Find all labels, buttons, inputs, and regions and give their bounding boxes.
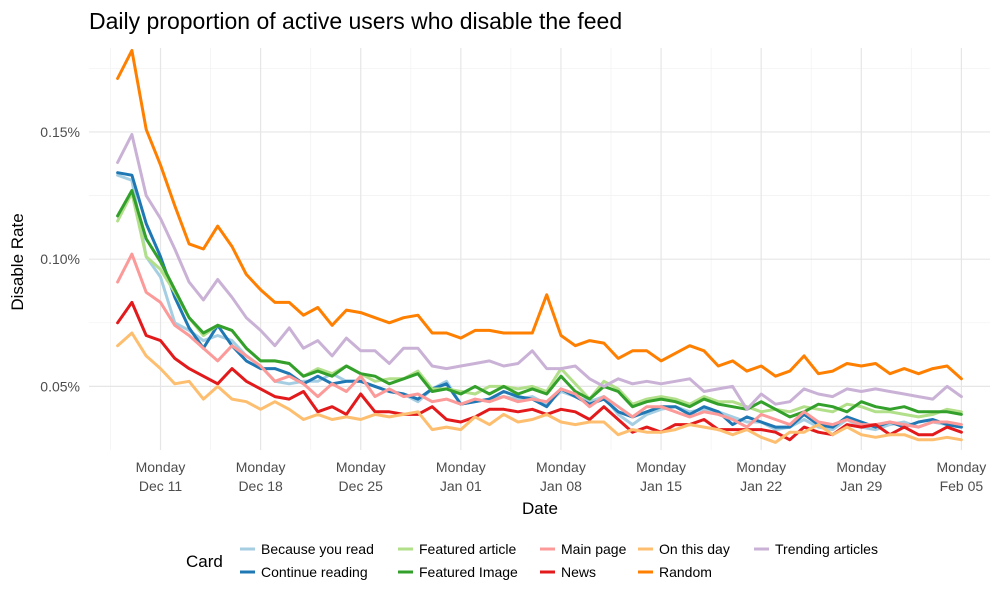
x-tick-date: Jan 22 [740, 478, 782, 494]
x-tick-label: Monday Jan 08 [536, 459, 586, 494]
x-tick-date: Dec 25 [339, 478, 384, 494]
x-tick-label: Monday Jan 29 [836, 459, 886, 494]
legend-item-continue-reading: Continue reading [240, 564, 368, 580]
legend-label: Trending articles [775, 541, 878, 557]
legend-label: Featured article [419, 541, 516, 557]
x-tick-date: Jan 29 [840, 478, 882, 494]
x-tick-date: Feb 05 [940, 478, 984, 494]
x-tick-weekday: Monday [536, 459, 586, 475]
legend-label: Continue reading [261, 564, 368, 580]
x-tick-weekday: Monday [936, 459, 986, 475]
x-tick-label: Monday Jan 15 [636, 459, 686, 494]
series-line-featured-article [116, 191, 963, 419]
x-tick-weekday: Monday [336, 459, 386, 475]
legend-item-random: Random [638, 564, 712, 580]
x-tick-label: Monday Dec 25 [336, 459, 386, 494]
chart-title: Daily proportion of active users who dis… [89, 8, 622, 34]
x-tick-date: Dec 11 [139, 478, 183, 494]
x-tick-weekday: Monday [236, 459, 286, 475]
series-line-featured-image [116, 189, 963, 419]
x-tick-weekday: Monday [736, 459, 786, 475]
legend-label: Main page [561, 541, 627, 557]
series-line-trending-articles [116, 133, 963, 411]
x-tick-date: Dec 18 [238, 478, 283, 494]
legend-item-news: News [540, 564, 596, 580]
x-tick-label: Monday Jan 01 [436, 459, 486, 494]
legend-label: On this day [659, 541, 730, 557]
y-tick-label: 0.15% [40, 124, 80, 140]
x-tick-label: Monday Feb 05 [936, 459, 986, 494]
x-tick-date: Jan 01 [440, 478, 482, 494]
x-tick-weekday: Monday [836, 459, 886, 475]
legend-title: Card [186, 552, 223, 571]
series-line-random [116, 49, 963, 381]
y-tick-label: 0.10% [40, 251, 80, 267]
x-tick-date: Jan 08 [540, 478, 582, 494]
legend-label: Featured Image [419, 564, 518, 580]
x-tick-date: Jan 15 [640, 478, 682, 494]
plot-lines [116, 49, 963, 444]
legend-item-trending-articles: Trending articles [754, 541, 878, 557]
legend-item-main-page: Main page [540, 541, 627, 557]
y-axis-ticks: 0.05% 0.10% 0.15% [40, 124, 80, 394]
series-line-main-page [116, 252, 963, 429]
legend-item-featured-article: Featured article [398, 541, 516, 557]
x-tick-label: Monday Dec 18 [236, 459, 286, 494]
y-axis-title: Disable Rate [8, 213, 27, 310]
x-axis-title: Date [522, 499, 558, 518]
grid [89, 48, 990, 450]
legend-item-on-this-day: On this day [638, 541, 730, 557]
series-line-news [116, 300, 963, 442]
x-tick-weekday: Monday [636, 459, 686, 475]
x-tick-label: Monday Jan 22 [736, 459, 786, 494]
x-tick-weekday: Monday [436, 459, 486, 475]
legend-label: News [561, 564, 596, 580]
legend-label: Because you read [261, 541, 374, 557]
x-tick-label: Monday Dec 11 [136, 459, 186, 494]
legend-item-featured-image: Featured Image [398, 564, 518, 580]
legend-item-because-you-read: Because you read [240, 541, 374, 557]
y-tick-label: 0.05% [40, 378, 80, 394]
legend: Card Because you read Continue reading Fea… [186, 541, 878, 580]
series-line-on-this-day [116, 331, 963, 444]
x-tick-weekday: Monday [136, 459, 186, 475]
legend-label: Random [659, 564, 712, 580]
